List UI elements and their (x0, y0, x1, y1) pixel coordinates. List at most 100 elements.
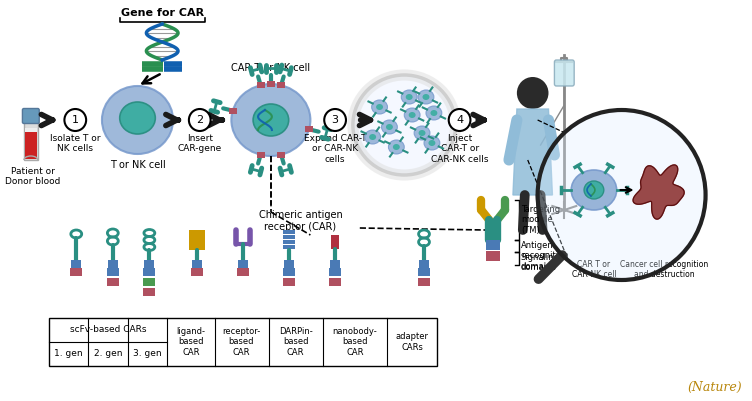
Bar (418, 278, 430, 286)
Bar (24, 122, 38, 160)
Text: 4: 4 (456, 115, 463, 125)
Text: Antigen-
recognition
domain: Antigen- recognition domain (521, 241, 569, 271)
Text: Isolate T or
NK cells: Isolate T or NK cells (50, 134, 101, 154)
Polygon shape (513, 109, 553, 195)
Bar (329, 278, 341, 286)
Bar (229, 108, 237, 113)
Ellipse shape (406, 94, 413, 100)
Bar (107, 268, 119, 276)
Ellipse shape (120, 102, 156, 134)
Text: Cancer cell recognition
and destruction: Cancer cell recognition and destruction (620, 260, 708, 279)
Ellipse shape (353, 75, 456, 175)
Text: Insert
CAR-gene: Insert CAR-gene (177, 134, 222, 154)
FancyBboxPatch shape (554, 60, 575, 86)
Bar (144, 288, 156, 296)
Circle shape (65, 109, 86, 131)
Ellipse shape (424, 136, 440, 150)
Text: Gene for CAR: Gene for CAR (120, 8, 204, 18)
Text: CAR T or NK cell: CAR T or NK cell (232, 63, 311, 73)
Text: Chimeric antigen
receptor (CAR): Chimeric antigen receptor (CAR) (259, 210, 342, 232)
Bar (144, 278, 156, 286)
Text: scFv-based CARs: scFv-based CARs (70, 326, 146, 334)
Bar (238, 260, 248, 268)
Text: (Nature): (Nature) (687, 381, 742, 394)
Bar (283, 235, 295, 239)
Circle shape (189, 109, 211, 131)
Text: Targeting
module
(TM): Targeting module (TM) (521, 205, 560, 235)
Ellipse shape (408, 112, 416, 118)
Bar (49, 318, 437, 366)
Ellipse shape (102, 86, 173, 154)
Ellipse shape (572, 170, 617, 210)
Circle shape (517, 77, 548, 109)
Bar (277, 152, 285, 158)
Ellipse shape (365, 130, 381, 144)
Circle shape (324, 109, 346, 131)
Ellipse shape (418, 90, 434, 104)
Text: 1. gen: 1. gen (54, 350, 83, 358)
Bar (256, 152, 265, 158)
Bar (283, 230, 295, 234)
Bar (256, 82, 265, 88)
Ellipse shape (402, 90, 417, 104)
Text: Patient or
Donor blood: Patient or Donor blood (5, 167, 60, 186)
Text: receptor-
based
CAR: receptor- based CAR (222, 327, 260, 357)
Ellipse shape (381, 120, 397, 134)
Text: adapter
CARs: adapter CARs (396, 332, 429, 352)
Ellipse shape (426, 106, 441, 120)
Circle shape (538, 110, 705, 280)
Bar (331, 235, 339, 249)
Bar (487, 251, 500, 261)
Ellipse shape (419, 130, 426, 136)
Bar (418, 268, 430, 276)
Bar (330, 260, 340, 268)
Bar (305, 126, 313, 132)
Bar (329, 268, 341, 276)
Text: 2: 2 (196, 115, 203, 125)
FancyBboxPatch shape (23, 109, 39, 124)
Bar (192, 260, 202, 268)
Bar (283, 278, 295, 286)
Bar (191, 268, 203, 276)
Text: CAR T or
CAR-NK cell: CAR T or CAR-NK cell (572, 260, 617, 279)
Text: 3: 3 (332, 115, 338, 125)
Text: Signaling
domains: Signaling domains (521, 253, 559, 272)
Bar (108, 260, 118, 268)
Text: nanobody-
based
CAR: nanobody- based CAR (332, 327, 378, 357)
Bar (277, 82, 285, 88)
Polygon shape (633, 165, 684, 219)
Text: DARPin-
based
CAR: DARPin- based CAR (279, 327, 313, 357)
Ellipse shape (389, 140, 405, 154)
Bar (144, 268, 156, 276)
Ellipse shape (429, 140, 435, 146)
Ellipse shape (386, 124, 393, 130)
Bar (283, 268, 295, 276)
Bar (487, 240, 500, 250)
Text: 1: 1 (71, 115, 79, 125)
Bar (283, 245, 295, 249)
Bar (189, 230, 205, 250)
Text: Expand CAR-T
or CAR-NK
cells: Expand CAR-T or CAR-NK cells (304, 134, 366, 164)
Ellipse shape (232, 84, 311, 156)
Bar (71, 260, 81, 268)
Ellipse shape (369, 134, 376, 140)
Bar (71, 268, 82, 276)
Bar (419, 260, 429, 268)
Ellipse shape (393, 144, 400, 150)
Bar (238, 268, 249, 276)
Bar (267, 81, 274, 87)
Ellipse shape (584, 181, 604, 199)
Ellipse shape (253, 104, 289, 136)
Text: ligand-
based
CAR: ligand- based CAR (177, 327, 205, 357)
Ellipse shape (405, 108, 420, 122)
Bar (283, 240, 295, 244)
Circle shape (449, 109, 471, 131)
Text: T or NK cell: T or NK cell (110, 160, 165, 170)
Ellipse shape (414, 126, 430, 140)
Ellipse shape (423, 94, 429, 100)
Ellipse shape (430, 110, 438, 116)
Text: Inject
CAR-T or
CAR-NK cells: Inject CAR-T or CAR-NK cells (431, 134, 488, 164)
Bar (284, 260, 293, 268)
Text: 3. gen: 3. gen (133, 350, 162, 358)
Bar (25, 128, 37, 132)
